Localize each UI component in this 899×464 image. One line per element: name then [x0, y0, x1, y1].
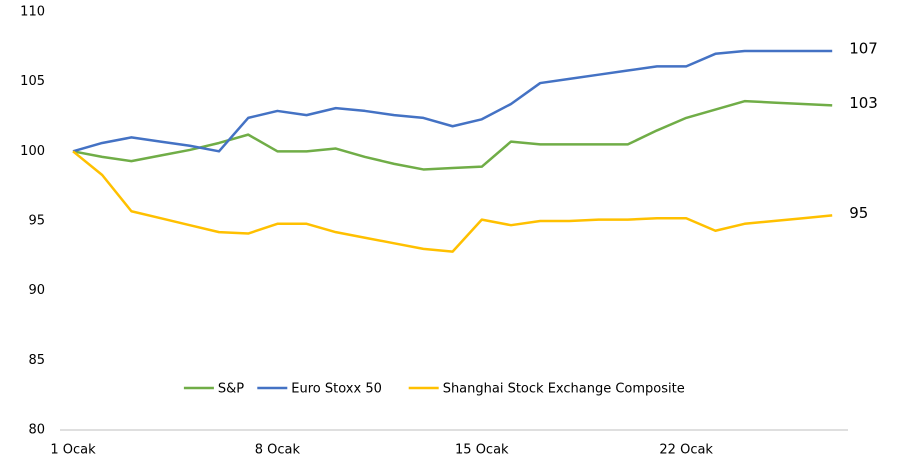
- end-label: 95: [849, 204, 868, 222]
- y-tick-label: 110: [20, 5, 45, 20]
- y-tick-label: 90: [28, 283, 45, 298]
- x-tick-label: 22 Ocak: [659, 443, 713, 458]
- line-series: [72, 99, 833, 171]
- x-tick-label: 1 Ocak: [50, 443, 96, 458]
- x-tick-label: 8 Ocak: [255, 443, 301, 458]
- y-tick-label: 105: [20, 74, 45, 89]
- y-tick-label: 80: [28, 423, 45, 438]
- y-tick-label: 95: [28, 214, 45, 229]
- line-series: [72, 150, 833, 253]
- legend-label: Shanghai Stock Exchange Composite: [443, 382, 685, 397]
- end-label: 107: [849, 40, 878, 58]
- line-series: [72, 49, 833, 153]
- x-tick-label: 15 Ocak: [455, 443, 509, 458]
- legend-label: Euro Stoxx 50: [291, 382, 382, 397]
- y-tick-label: 100: [20, 144, 45, 159]
- y-tick-label: 85: [28, 353, 45, 368]
- legend-label: S&P: [218, 382, 244, 397]
- end-label: 103: [849, 94, 878, 112]
